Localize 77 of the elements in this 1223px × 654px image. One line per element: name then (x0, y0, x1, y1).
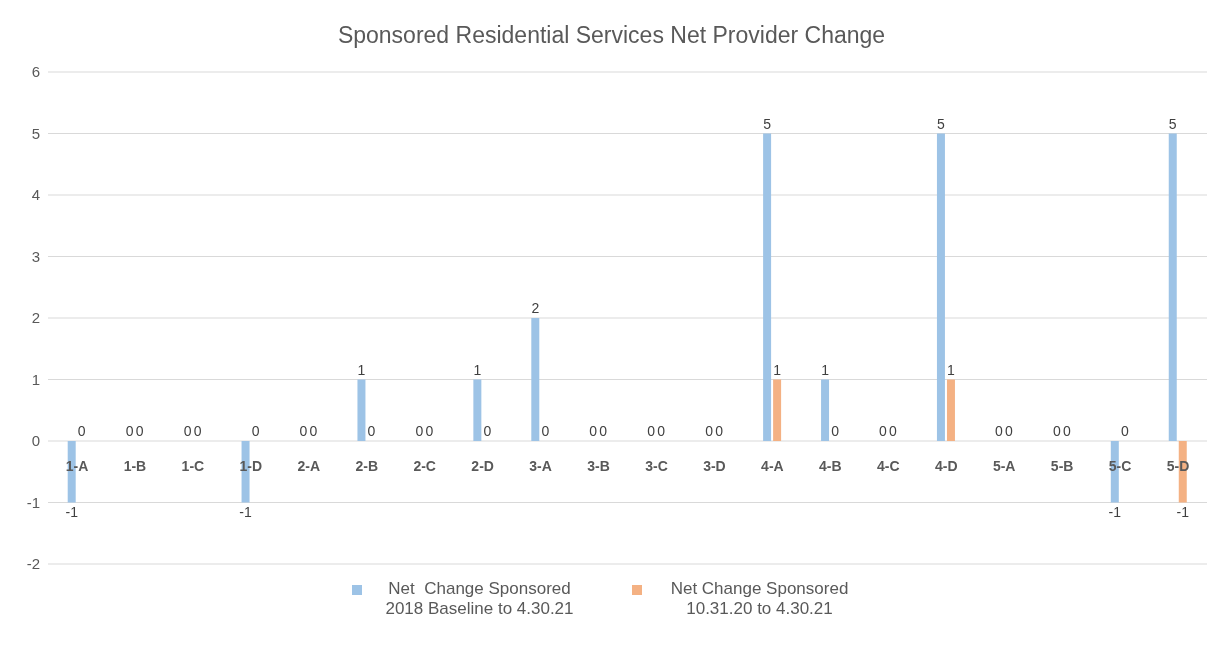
data-label: 0 (193, 422, 202, 439)
x-tick-label: 2-B (355, 457, 379, 474)
data-label: 0 (1005, 422, 1013, 439)
x-tick-label: 3-B (587, 457, 610, 474)
x-tick-label: 4-C (876, 457, 900, 474)
bar (821, 379, 830, 441)
data-label: 1 (773, 361, 782, 378)
data-label: 1 (473, 361, 482, 378)
x-tick-label: 5-B (1050, 457, 1074, 474)
data-label: -1 (239, 504, 252, 521)
data-label: 2 (531, 300, 540, 316)
data-label: 0 (1052, 422, 1061, 439)
y-tick-label: -2 (26, 555, 40, 573)
x-tick-label: 2-D (471, 457, 494, 474)
data-label: -1 (1176, 504, 1190, 521)
data-label: 0 (995, 422, 1003, 439)
bar (763, 133, 772, 441)
x-tick-label: 5-A (992, 457, 1016, 474)
x-tick-label: 3-D (703, 457, 726, 474)
data-label: 5 (1168, 115, 1177, 132)
data-label: 0 (309, 422, 318, 439)
x-tick-label: 4-D (934, 457, 958, 474)
data-label: 5 (937, 115, 946, 132)
data-label: 1 (357, 361, 366, 378)
y-tick-label: -1 (26, 493, 40, 511)
bar (1168, 133, 1177, 441)
legend-label: Net Change Sponsored 2018 Baseline to 4.30.21 (384, 579, 575, 619)
bar (473, 379, 482, 441)
data-label: 0 (715, 422, 724, 439)
chart-title: Sponsored Residential Services Net Provider Change (336, 22, 887, 49)
y-tick-label: 0 (31, 432, 40, 450)
y-tick-label: 1 (31, 370, 40, 388)
data-label: 0 (367, 422, 376, 439)
y-tick-label: 4 (31, 186, 40, 204)
data-label: 1 (821, 361, 830, 378)
data-label: 0 (647, 422, 656, 439)
data-label: 0 (251, 422, 260, 439)
data-label: 1 (947, 361, 956, 378)
y-tick-label: 3 (31, 247, 40, 265)
y-tick-label: 5 (31, 124, 40, 142)
y-tick-label: 2 (31, 309, 40, 327)
data-label: 0 (599, 422, 608, 439)
data-label: 0 (657, 422, 666, 439)
bar (773, 379, 782, 441)
data-label: 0 (589, 422, 598, 439)
legend-label: Net Change Sponsored 10.31.20 to 4.30.21 (669, 579, 850, 619)
data-label: 5 (763, 115, 772, 132)
x-tick-label: 3-C (645, 457, 668, 474)
data-label: 0 (77, 422, 86, 439)
bar (357, 379, 366, 441)
data-label: 0 (125, 422, 134, 439)
x-tick-label: 1-C (181, 457, 205, 474)
data-label: -1 (65, 504, 79, 521)
data-label: 0 (889, 422, 898, 439)
y-tick-label: 6 (31, 63, 40, 81)
data-label: 0 (541, 422, 550, 439)
x-tick-label: 4-B (819, 457, 842, 474)
x-tick-label: 2-A (297, 457, 321, 474)
data-label: 0 (483, 422, 492, 439)
bar (936, 133, 945, 441)
data-label: 0 (879, 422, 888, 439)
bar (531, 318, 540, 441)
x-tick-label: 2-C (413, 457, 436, 474)
x-tick-label: 4-A (761, 457, 784, 474)
data-label: 0 (705, 422, 714, 439)
bar (946, 379, 955, 441)
data-label: 0 (1062, 422, 1071, 439)
data-label: 0 (1120, 422, 1129, 439)
data-label: 0 (415, 422, 424, 439)
data-label: 0 (299, 422, 308, 439)
data-label: 0 (183, 422, 192, 439)
data-label: 0 (135, 422, 144, 439)
x-tick-label: 1-B (123, 457, 147, 474)
data-label: -1 (1108, 504, 1122, 521)
data-label: 0 (425, 422, 434, 439)
data-label: 0 (831, 422, 840, 439)
x-tick-label: 3-A (529, 457, 552, 474)
